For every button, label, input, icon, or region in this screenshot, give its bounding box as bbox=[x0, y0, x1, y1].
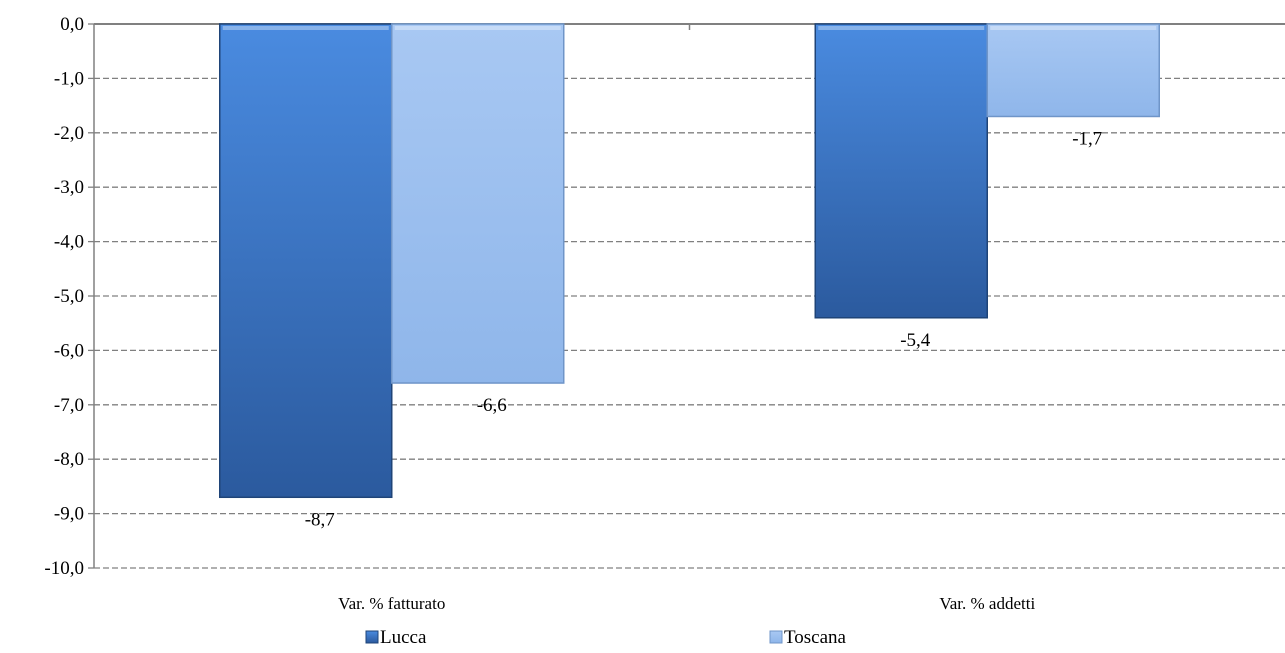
legend-label-lucca: Lucca bbox=[380, 627, 427, 648]
bar-highlight bbox=[394, 26, 561, 30]
y-tick-label: -3,0 bbox=[54, 177, 84, 198]
y-tick-label: -10,0 bbox=[44, 558, 84, 579]
y-tick-label: 0,0 bbox=[60, 14, 84, 35]
bar-lucca-2 bbox=[814, 23, 988, 319]
x-category-label: Var. % fatturato bbox=[338, 594, 445, 613]
y-tick-label: -1,0 bbox=[54, 68, 84, 89]
y-tick-label: -7,0 bbox=[54, 395, 84, 416]
legend-swatch-lucca bbox=[365, 630, 379, 644]
x-category-label: Var. % addetti bbox=[939, 594, 1035, 613]
data-label: -6,6 bbox=[477, 395, 507, 416]
data-label: -5,4 bbox=[900, 330, 931, 351]
legend-label-toscana: Toscana bbox=[784, 627, 847, 648]
data-labels: -8,7 -6,6 -5,4 -1,7 bbox=[305, 128, 1103, 530]
bar-highlight bbox=[818, 26, 985, 30]
bar-lucca-1 bbox=[219, 23, 393, 499]
data-label: -1,7 bbox=[1072, 128, 1102, 149]
y-tick-label: -4,0 bbox=[54, 232, 84, 253]
y-tick-label: -8,0 bbox=[54, 449, 84, 470]
legend: Lucca Toscana bbox=[365, 627, 847, 648]
y-tick-label: -9,0 bbox=[54, 504, 84, 525]
legend-swatch-toscana bbox=[769, 630, 783, 644]
y-tick-label: -2,0 bbox=[54, 123, 84, 144]
y-tick-label: -5,0 bbox=[54, 286, 84, 307]
bar-toscana-2 bbox=[986, 23, 1160, 118]
data-label: -8,7 bbox=[305, 509, 335, 530]
bar-highlight bbox=[990, 26, 1157, 30]
bar-highlight bbox=[222, 26, 389, 30]
bars bbox=[219, 23, 1160, 499]
bar-toscana-1 bbox=[391, 23, 565, 384]
y-tick-label: -6,0 bbox=[54, 340, 84, 361]
